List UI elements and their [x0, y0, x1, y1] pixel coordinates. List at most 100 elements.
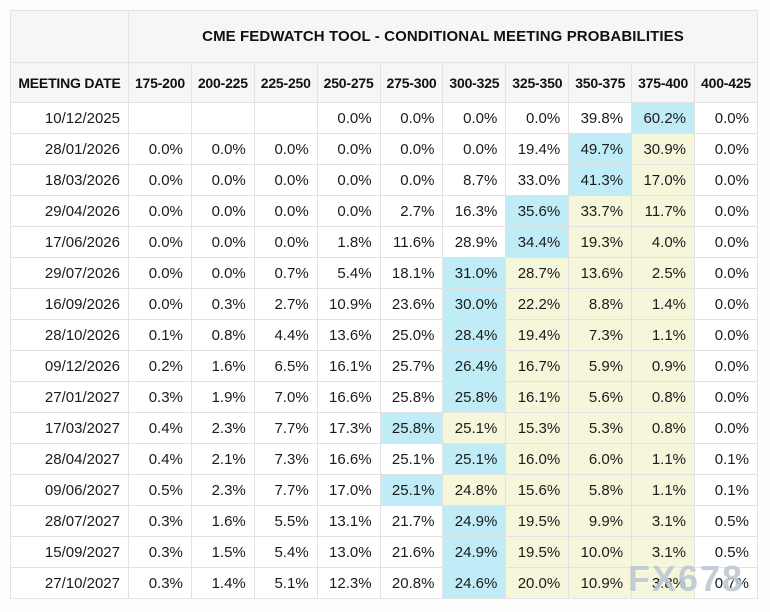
probability-cell: 0.0% [442, 133, 507, 165]
table-row: 15/09/2027 0.3% 1.5% 5.4% 13.0% 21.6% 24.9% 19.… [10, 536, 758, 568]
probability-cell: 0.0% [316, 195, 381, 227]
probability-cell: 0.0% [128, 195, 192, 227]
probability-cell: 19.4% [505, 319, 570, 351]
column-header-row: MEETING DATE 175-200 200-225 225-250 250-275… [10, 62, 758, 103]
rate-range-header: 325-350 [505, 62, 570, 103]
probability-cell: 25.1% [442, 443, 507, 475]
rate-range-header: 275-300 [379, 62, 444, 103]
probability-cell: 6.5% [253, 350, 318, 382]
probability-cell: 25.1% [379, 474, 444, 506]
probability-cell: 0.0% [190, 257, 255, 289]
meeting-date-cell: 27/01/2027 [10, 381, 129, 413]
probability-cell: 28.9% [442, 226, 507, 258]
probability-cell: 0.0% [442, 102, 507, 134]
probability-cell: 0.3% [128, 536, 192, 568]
probability-cell: 0.9% [631, 350, 696, 382]
probability-cell: 16.1% [505, 381, 570, 413]
probability-cell: 19.4% [505, 133, 570, 165]
probability-cell: 0.0% [190, 164, 255, 196]
probability-cell: 0.0% [694, 133, 758, 165]
meeting-date-cell: 29/07/2026 [10, 257, 129, 289]
probability-cell: 8.8% [568, 288, 633, 320]
probability-cell: 2.7% [379, 195, 444, 227]
probability-cell: 25.8% [379, 412, 444, 444]
rate-range-header: 250-275 [316, 62, 381, 103]
probability-cell: 0.7% [253, 257, 318, 289]
probability-cell: 34.4% [505, 226, 570, 258]
probability-cell: 0.3% [190, 288, 255, 320]
probability-cell: 25.8% [442, 381, 507, 413]
probability-cell: 0.0% [694, 288, 758, 320]
probability-cell: 0.0% [190, 195, 255, 227]
probability-cell: 0.0% [694, 226, 758, 258]
probability-cell: 30.0% [442, 288, 507, 320]
probability-cell: 1.5% [190, 536, 255, 568]
probability-cell: 0.0% [694, 350, 758, 382]
probability-cell: 16.3% [442, 195, 507, 227]
probability-cell: 15.3% [505, 412, 570, 444]
probability-cell: 13.0% [316, 536, 381, 568]
probability-cell: 5.9% [568, 350, 633, 382]
probability-cell: 19.5% [505, 536, 570, 568]
probability-cell: 0.4% [128, 443, 192, 475]
rate-range-header: 300-325 [442, 62, 507, 103]
probability-cell: 0.0% [379, 133, 444, 165]
table-row: 09/12/2026 0.2% 1.6% 6.5% 16.1% 25.7% 26.4% 16.… [10, 350, 758, 382]
probability-cell: 3.8% [631, 567, 696, 599]
probability-table: CME FEDWATCH TOOL - CONDITIONAL MEETING … [10, 10, 758, 599]
rate-range-header: 400-425 [694, 62, 758, 103]
probability-cell: 0.0% [316, 133, 381, 165]
probability-cell: 20.0% [505, 567, 570, 599]
table-head: CME FEDWATCH TOOL - CONDITIONAL MEETING … [10, 10, 758, 103]
probability-cell: 25.0% [379, 319, 444, 351]
probability-cell: 2.5% [631, 257, 696, 289]
meeting-date-cell: 18/03/2026 [10, 164, 129, 196]
probability-cell: 28.7% [505, 257, 570, 289]
probability-cell: 0.8% [631, 412, 696, 444]
table-row: 29/07/2026 0.0% 0.0% 0.7% 5.4% 18.1% 31.0% 28.7… [10, 257, 758, 289]
probability-cell: 21.6% [379, 536, 444, 568]
probability-cell: 0.0% [694, 164, 758, 196]
table-row: 29/04/2026 0.0% 0.0% 0.0% 0.0% 2.7% 16.3% 35.6%… [10, 195, 758, 227]
probability-cell: 24.9% [442, 505, 507, 537]
probability-cell: 0.0% [379, 164, 444, 196]
probability-cell: 8.7% [442, 164, 507, 196]
probability-cell [190, 102, 255, 134]
probability-cell: 0.3% [128, 567, 192, 599]
probability-cell: 0.2% [128, 350, 192, 382]
table-row: 18/03/2026 0.0% 0.0% 0.0% 0.0% 0.0% 8.7% 33.0% 4… [10, 164, 758, 196]
probability-cell: 1.4% [190, 567, 255, 599]
probability-cell: 1.6% [190, 505, 255, 537]
probability-cell: 0.1% [128, 319, 192, 351]
probability-cell: 24.6% [442, 567, 507, 599]
probability-cell: 6.0% [568, 443, 633, 475]
corner-cell [10, 10, 129, 63]
probability-cell: 2.3% [190, 474, 255, 506]
probability-cell: 5.4% [316, 257, 381, 289]
probability-cell: 60.2% [631, 102, 696, 134]
table-row: 27/10/2027 0.3% 1.4% 5.1% 12.3% 20.8% 24.6% 20.… [10, 567, 758, 599]
probability-cell: 0.0% [694, 381, 758, 413]
table-row: 28/01/2026 0.0% 0.0% 0.0% 0.0% 0.0% 0.0% 19.4% 4… [10, 133, 758, 165]
probability-cell: 10.9% [316, 288, 381, 320]
probability-cell: 11.7% [631, 195, 696, 227]
probability-cell: 0.5% [694, 505, 758, 537]
table-row: 27/01/2027 0.3% 1.9% 7.0% 16.6% 25.8% 25.8% 16.… [10, 381, 758, 413]
probability-cell: 26.4% [442, 350, 507, 382]
rate-range-header: 225-250 [253, 62, 318, 103]
table-row: 28/07/2027 0.3% 1.6% 5.5% 13.1% 21.7% 24.9% 19.… [10, 505, 758, 537]
meeting-date-cell: 28/07/2027 [10, 505, 129, 537]
probability-cell: 16.1% [316, 350, 381, 382]
probability-cell: 0.0% [694, 412, 758, 444]
rate-range-header: 200-225 [190, 62, 255, 103]
probability-cell: 25.1% [379, 443, 444, 475]
probability-cell: 1.8% [316, 226, 381, 258]
probability-cell: 7.3% [253, 443, 318, 475]
title-row: CME FEDWATCH TOOL - CONDITIONAL MEETING … [10, 10, 758, 63]
meeting-date-cell: 09/12/2026 [10, 350, 129, 382]
probability-cell: 10.0% [568, 536, 633, 568]
probability-cell: 0.0% [190, 226, 255, 258]
table-row: 16/09/2026 0.0% 0.3% 2.7% 10.9% 23.6% 30.0% 22.… [10, 288, 758, 320]
probability-cell: 0.3% [128, 505, 192, 537]
